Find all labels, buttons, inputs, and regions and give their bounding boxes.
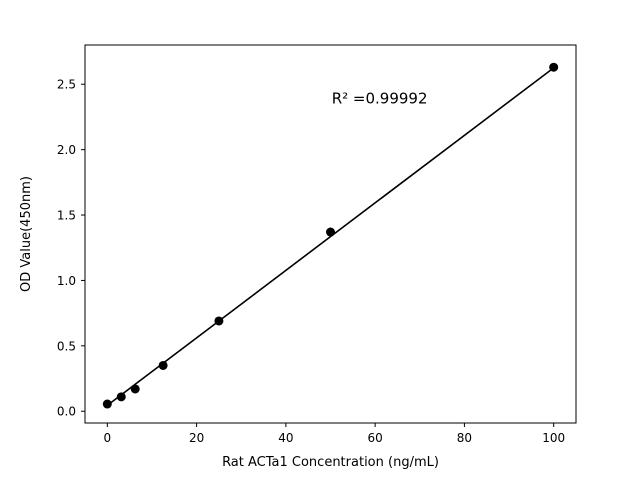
data-point (214, 316, 224, 326)
y-tick-label: 2.5 (57, 78, 76, 92)
x-tick-label: 0 (103, 431, 111, 445)
y-tick-label: 0.5 (57, 339, 76, 353)
fit-line (106, 67, 555, 406)
plot-border (84, 44, 577, 424)
y-tick-label: 1.5 (57, 209, 76, 223)
data-point (549, 62, 559, 72)
y-axis-label: OD Value(450nm) (19, 176, 34, 292)
y-tick-label: 2.0 (57, 143, 76, 157)
y-tick-label: 0.0 (57, 405, 76, 419)
x-axis-label: Rat ACTa1 Concentration (ng/mL) (222, 455, 439, 470)
x-tick-label: 100 (542, 431, 565, 445)
data-point (326, 227, 335, 237)
y-tick-label: 1.0 (57, 274, 76, 288)
x-tick-label: 40 (278, 431, 293, 445)
x-tick-label: 60 (367, 431, 382, 445)
data-point (158, 360, 168, 370)
data-point (116, 392, 126, 402)
data-point (102, 399, 112, 409)
r-squared-annotation: R² =0.99992 (332, 90, 428, 108)
x-tick-label: 20 (189, 431, 204, 445)
data-point (130, 384, 140, 394)
x-tick-label: 80 (457, 431, 472, 445)
